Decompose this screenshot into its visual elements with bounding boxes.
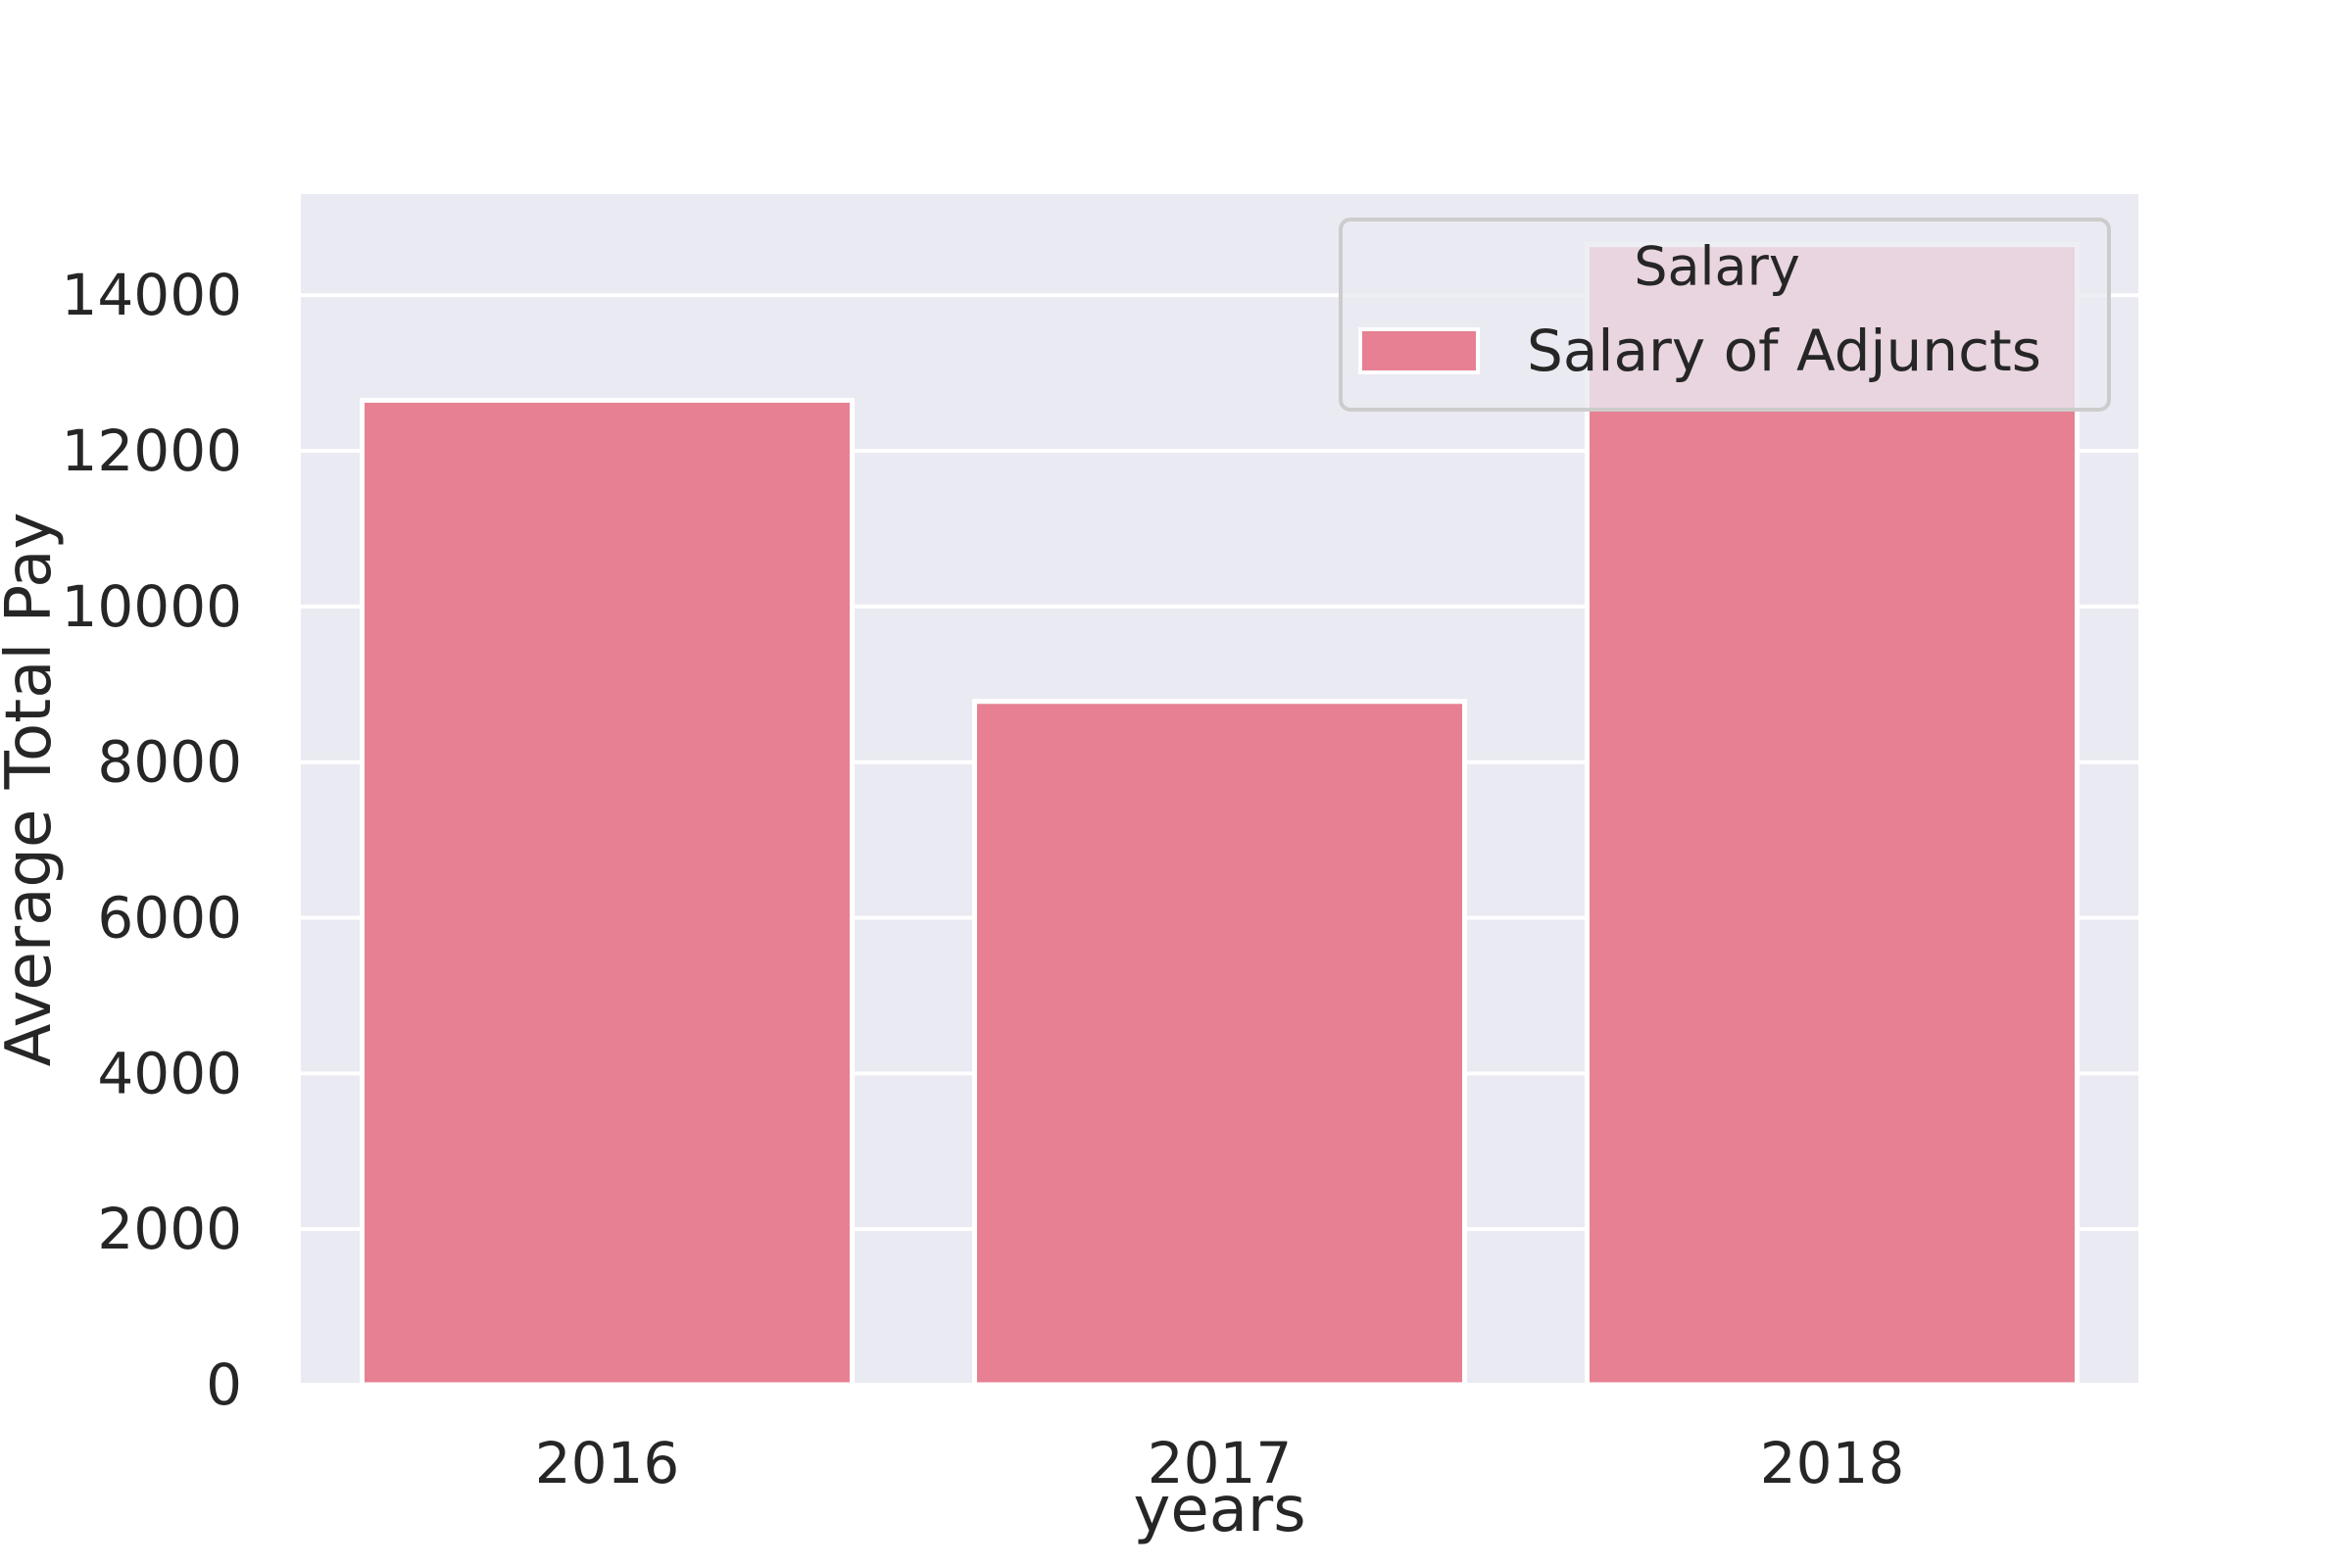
y-tick-label: 12000 [61, 417, 242, 484]
y-tick-labels: 0 2000 4000 6000 8000 10000 12000 14000 [61, 262, 242, 1418]
y-tick-label: 8000 [97, 729, 242, 796]
y-axis-label: Average Total Pay [0, 513, 66, 1067]
y-tick-label: 10000 [61, 573, 242, 640]
legend-swatch [1358, 327, 1480, 374]
bars [360, 242, 2080, 1388]
bar-2016 [360, 397, 855, 1388]
y-tick-label: 2000 [97, 1196, 242, 1262]
y-tick-label: 14000 [61, 262, 242, 328]
legend: Salary Salary of Adjuncts [1339, 218, 2111, 412]
y-tick-label: 4000 [97, 1040, 242, 1106]
legend-box [1339, 218, 2111, 412]
bar-2018 [1585, 242, 2080, 1388]
legend-title: Salary [1634, 236, 1800, 298]
y-tick-label: 0 [206, 1351, 242, 1418]
bar-2017 [972, 699, 1467, 1388]
x-tick-label: 2018 [1760, 1430, 1905, 1496]
x-tick-labels: 2016 2017 2018 [535, 1430, 1905, 1496]
legend-label: Salary of Adjuncts [1527, 318, 2041, 384]
x-axis-label: years [1133, 1474, 1305, 1546]
x-tick-label: 2017 [1148, 1430, 1293, 1496]
x-tick-label: 2016 [535, 1430, 680, 1496]
y-tick-label: 6000 [97, 885, 242, 952]
